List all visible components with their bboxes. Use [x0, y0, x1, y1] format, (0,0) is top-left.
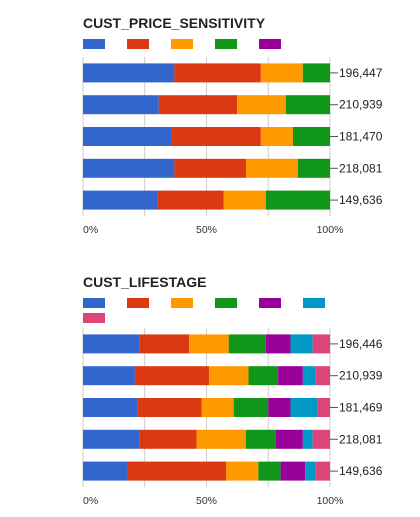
bar-segment — [127, 461, 227, 481]
bar-segment — [174, 63, 261, 83]
bar-segment — [228, 334, 266, 354]
bar-segment — [83, 190, 158, 210]
bar-segment — [83, 461, 128, 481]
bar-segment — [268, 398, 291, 417]
legend-swatch — [83, 313, 105, 323]
bar-segment — [275, 429, 303, 449]
bar-segment — [83, 63, 175, 83]
x-tick-label: 50% — [196, 224, 217, 236]
bar-segment — [226, 461, 259, 481]
bar-segment — [139, 334, 190, 354]
legend-swatch — [171, 298, 193, 308]
legend-swatch — [259, 39, 281, 49]
bar-segment — [258, 461, 281, 481]
bar-segment — [317, 398, 330, 417]
chart-title: CUST_PRICE_SENSITIVITY — [83, 15, 266, 31]
bar-segment — [137, 398, 202, 417]
bar-segment — [285, 95, 330, 115]
bar-segment — [278, 366, 303, 386]
x-tick-label: 0% — [83, 224, 98, 236]
row-label: 196,447 — [339, 66, 383, 80]
bar-segment — [315, 366, 330, 386]
chart-svg: CUST_PRICE_SENSITIVITY 196,447 210,939 181,… — [82, 15, 383, 236]
bar-segment — [208, 366, 249, 386]
row-label: 181,470 — [339, 130, 383, 144]
bar-segment — [237, 95, 286, 115]
bar-segment — [174, 158, 247, 178]
bar-segment — [157, 190, 224, 210]
bar-segment — [83, 398, 138, 417]
bar-segment — [280, 461, 306, 481]
x-tick-label: 0% — [83, 495, 98, 507]
bar-segment — [201, 398, 234, 417]
row-label: 149,636 — [339, 464, 383, 478]
legend-swatch — [215, 39, 237, 49]
bar-segment — [246, 429, 276, 449]
legend-swatch — [303, 298, 325, 308]
bar-segment — [189, 334, 229, 354]
bar-segment — [302, 366, 316, 386]
bar-segment — [290, 334, 313, 354]
legend-swatch — [259, 298, 281, 308]
row-label: 218,081 — [339, 432, 383, 446]
legend-swatch — [127, 39, 149, 49]
bar-segment — [265, 334, 291, 354]
bar-segment — [83, 158, 175, 178]
chart-title: CUST_LIFESTAGE — [83, 274, 206, 290]
bar-segment — [196, 429, 247, 449]
bar-segment — [302, 63, 330, 83]
bar-segment — [305, 461, 316, 481]
bar-segment — [302, 429, 313, 449]
row-label: 218,081 — [339, 161, 383, 175]
bar-segment — [297, 158, 330, 178]
bar-segment — [312, 429, 330, 449]
chart-svg: CUST_LIFESTAGE 196,446 210,939 181,469 218,0… — [82, 274, 383, 507]
bar-segment — [233, 398, 269, 417]
bar-segment — [83, 429, 140, 449]
bar-segment — [315, 461, 330, 481]
row-label: 196,446 — [339, 337, 383, 351]
bar-segment — [260, 63, 303, 83]
price-sensitivity-chart: CUST_PRICE_SENSITIVITY 196,447 210,939 181,… — [0, 0, 420, 258]
legend-swatch — [83, 39, 105, 49]
x-tick-label: 100% — [317, 495, 344, 507]
bar-segment — [223, 190, 266, 210]
bar-segment — [248, 366, 279, 386]
bar-segment — [83, 334, 140, 354]
bar-segment — [139, 429, 197, 449]
lifestage-chart: CUST_LIFESTAGE 196,446 210,939 181,469 218,0… — [0, 259, 420, 517]
legend-swatch — [83, 298, 105, 308]
row-label: 210,939 — [339, 98, 383, 112]
legend-swatch — [171, 39, 193, 49]
bar-segment — [171, 127, 261, 146]
bar-segment — [260, 127, 293, 146]
legend-swatch — [127, 298, 149, 308]
bar-segment — [83, 95, 159, 115]
bar-segment — [246, 158, 298, 178]
row-label: 181,469 — [339, 401, 383, 415]
bar-segment — [292, 127, 330, 146]
row-label: 149,636 — [339, 193, 383, 207]
legend-swatch — [215, 298, 237, 308]
bar-segment — [83, 127, 172, 146]
x-tick-label: 100% — [317, 224, 344, 236]
row-label: 210,939 — [339, 369, 383, 383]
bar-segment — [158, 95, 238, 115]
bar-segment — [83, 366, 135, 386]
bar-segment — [265, 190, 330, 210]
x-tick-label: 50% — [196, 495, 217, 507]
bar-segment — [312, 334, 330, 354]
bar-segment — [134, 366, 209, 386]
bar-segment — [290, 398, 318, 417]
